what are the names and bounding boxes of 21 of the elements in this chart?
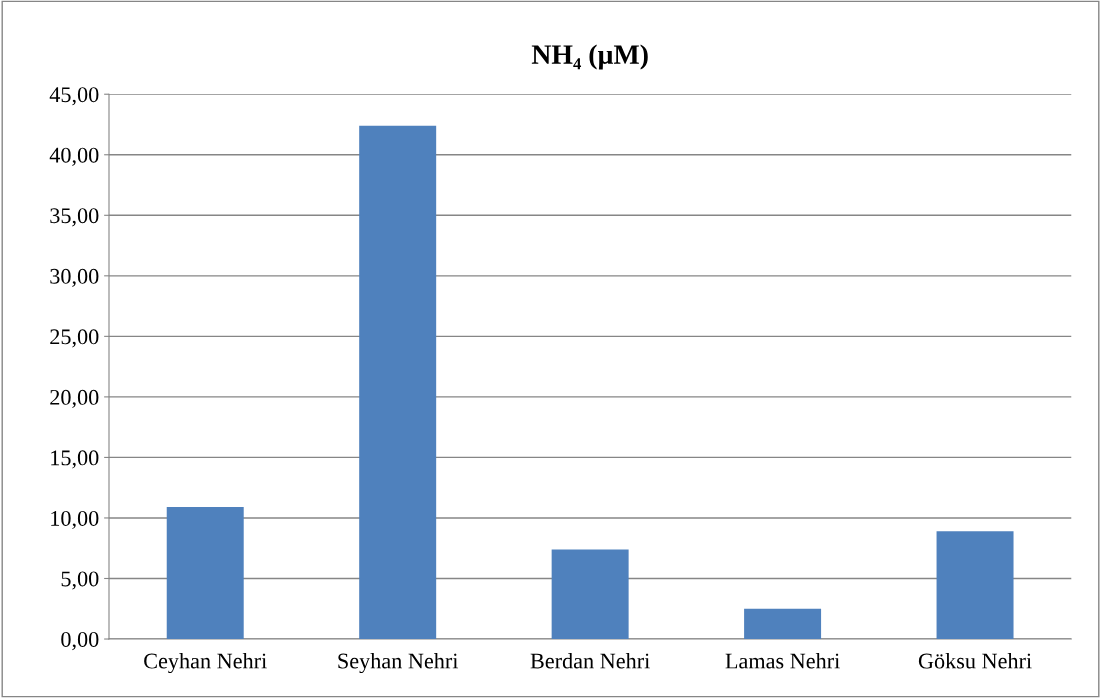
bar [936,531,1014,640]
y-tick-label: 30,00 [50,268,99,287]
y-tick-label: 5,00 [61,571,99,590]
bar [359,125,437,640]
y-tick-label: 15,00 [51,450,99,469]
bar [166,507,244,640]
y-tick-label: 40,00 [49,147,99,166]
x-tick-label: Lamas Nehri [725,652,840,669]
bar [744,608,822,640]
chart-title: NH₄ (µM) [531,44,648,70]
y-tick-label: 25,00 [50,329,99,348]
x-tick-label: Berdan Nehri [530,652,650,669]
y-tick-label: 20,00 [50,389,99,409]
bar [551,549,629,640]
y-tick-label: 35,00 [50,208,99,227]
x-tick-label: Göksu Nehri [918,652,1032,669]
y-tick-label: 0,00 [61,631,99,651]
x-tick-label: Ceyhan Nehri [144,652,267,674]
y-tick-label: 10,00 [51,510,99,530]
x-tick-label: Seyhan Nehri [338,652,459,674]
y-tick-label: 45,00 [49,87,99,106]
